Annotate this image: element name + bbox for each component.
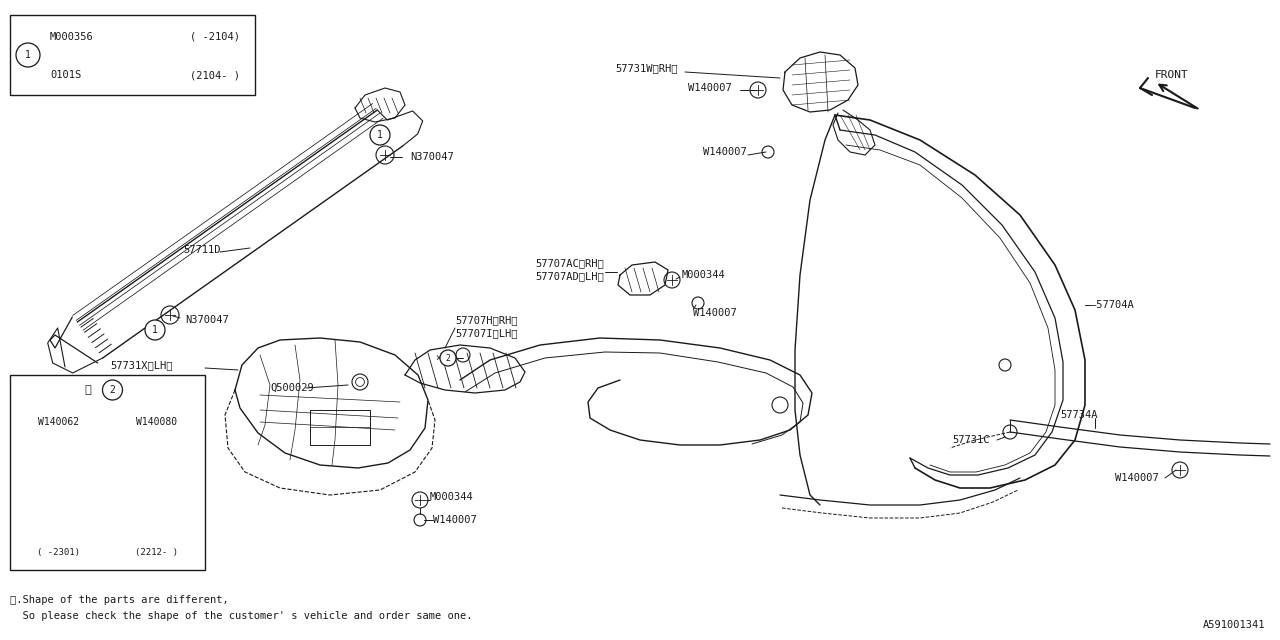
Circle shape	[102, 380, 123, 400]
Text: So please check the shape of the customer' s vehicle and order same one.: So please check the shape of the custome…	[10, 611, 472, 621]
Text: 57707H〈RH〉: 57707H〈RH〉	[454, 315, 517, 325]
Text: 1: 1	[26, 50, 31, 60]
Text: ※.Shape of the parts are different,: ※.Shape of the parts are different,	[10, 595, 229, 605]
Text: A591001341: A591001341	[1202, 620, 1265, 630]
Circle shape	[370, 125, 390, 145]
Text: ×®2: ×®2	[435, 353, 453, 363]
Text: W140062: W140062	[38, 417, 79, 427]
Text: W140007: W140007	[689, 83, 732, 93]
Text: 1: 1	[378, 130, 383, 140]
Text: 57707AD〈LH〉: 57707AD〈LH〉	[535, 271, 604, 281]
Text: W140007: W140007	[692, 308, 737, 318]
Text: ※: ※	[84, 385, 91, 395]
Circle shape	[17, 43, 40, 67]
Text: N370047: N370047	[410, 152, 453, 162]
Text: —57704A: —57704A	[1091, 300, 1134, 310]
Text: W140007: W140007	[433, 515, 476, 525]
Text: 57734A: 57734A	[1060, 410, 1097, 420]
Text: ( -2301): ( -2301)	[37, 547, 81, 557]
Text: ( -2104): ( -2104)	[189, 31, 241, 42]
Text: M000344: M000344	[682, 270, 726, 280]
Text: 57707AC〈RH〉: 57707AC〈RH〉	[535, 258, 604, 268]
Text: M000344: M000344	[430, 492, 474, 502]
Text: 57707I〈LH〉: 57707I〈LH〉	[454, 328, 517, 338]
Text: FRONT: FRONT	[1155, 70, 1189, 80]
Text: Q500029: Q500029	[270, 383, 314, 393]
Bar	[310, 410, 370, 445]
Circle shape	[145, 320, 165, 340]
Text: 57711D: 57711D	[183, 245, 220, 255]
Text: (2104- ): (2104- )	[189, 70, 241, 80]
Text: W140007: W140007	[1115, 473, 1158, 483]
Text: 57731X〈LH〉: 57731X〈LH〉	[110, 360, 173, 370]
Text: 57731C: 57731C	[952, 435, 989, 445]
Text: 2: 2	[110, 385, 115, 395]
Text: W140080: W140080	[136, 417, 177, 427]
Circle shape	[440, 350, 456, 366]
Text: 0101S: 0101S	[50, 70, 81, 80]
Text: 57731W〈RH〉: 57731W〈RH〉	[614, 63, 677, 73]
Text: W140007: W140007	[703, 147, 746, 157]
Text: N370047: N370047	[186, 315, 229, 325]
Bar	[10, 375, 205, 570]
Text: 1: 1	[152, 325, 157, 335]
Bar	[10, 15, 255, 95]
Text: 2: 2	[445, 353, 451, 362]
Text: (2212- ): (2212- )	[134, 547, 178, 557]
Text: M000356: M000356	[50, 31, 93, 42]
